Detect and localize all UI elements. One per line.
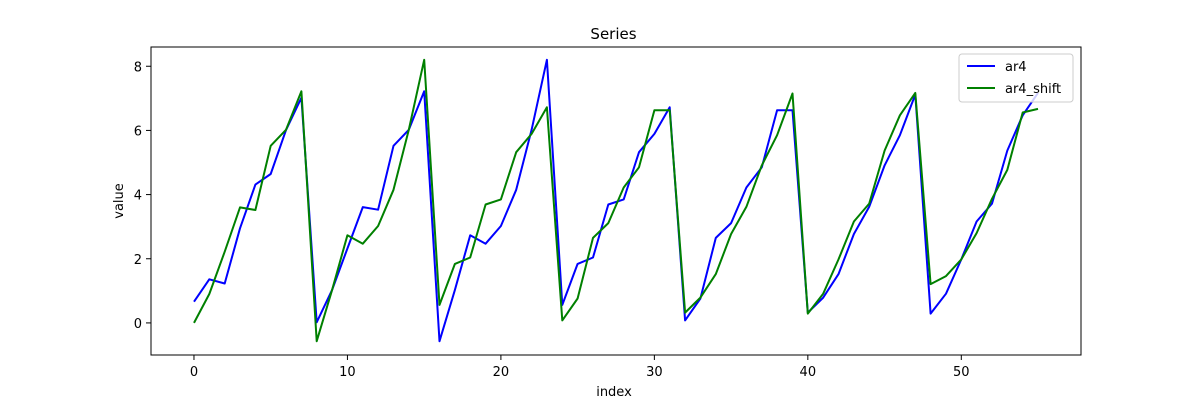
series-lines: [193, 58, 1039, 343]
legend-label-ar4-shift: ar4_shift: [1005, 82, 1061, 97]
series-line-ar4: [193, 58, 1039, 343]
x-tick-label: 30: [646, 365, 663, 380]
x-tick-label: 40: [800, 365, 817, 380]
y-tick-label: 4: [134, 189, 142, 204]
y-tick-label: 2: [134, 253, 142, 268]
y-axis-label: value: [112, 183, 127, 219]
plot-frame: [150, 46, 1082, 356]
x-tick-label: 20: [493, 365, 510, 380]
x-tick-label: 0: [190, 365, 198, 380]
series-line-ar4-shift: [193, 58, 1039, 343]
x-tick-label: 10: [339, 365, 356, 380]
y-tick-label: 0: [134, 317, 142, 332]
y-axis-ticks: 0 2 4 6 8: [134, 60, 151, 332]
chart-title: Series: [590, 25, 636, 43]
x-axis-label: index: [596, 385, 632, 400]
y-tick-label: 8: [134, 60, 142, 75]
legend-label-ar4: ar4: [1005, 60, 1027, 75]
legend: ar4 ar4_shift: [958, 53, 1074, 103]
x-axis-ticks: 0 10 20 30 40 50: [190, 355, 970, 380]
y-tick-label: 6: [134, 124, 142, 139]
x-tick-label: 50: [953, 365, 970, 380]
